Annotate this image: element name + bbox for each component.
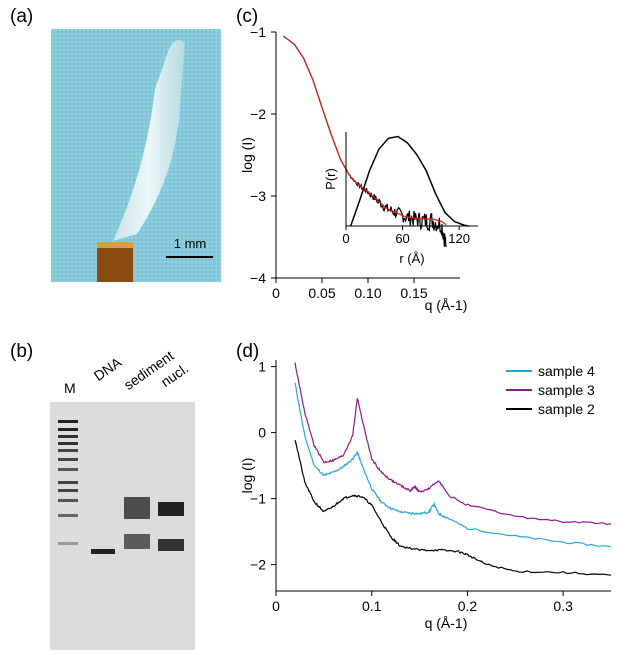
- inset-x-tick-label: 60: [395, 231, 409, 246]
- marker-band: [58, 514, 78, 517]
- gel-drawing: [50, 402, 195, 650]
- d-y-tick-label: −2: [250, 557, 266, 573]
- sediment-band-upper: [124, 497, 150, 519]
- capillary-holder: [97, 244, 133, 282]
- dna-band: [91, 549, 115, 554]
- c-y-axis-label: log (I): [239, 137, 255, 173]
- marker-band: [58, 468, 78, 471]
- d-y-axis-label: log (I): [239, 458, 255, 494]
- mesh-background: [51, 29, 221, 282]
- c-x-tick-label: 0: [272, 285, 280, 301]
- d-x-tick-label: 0.1: [362, 598, 382, 614]
- marker-band: [58, 489, 78, 492]
- d-series-line-sample-2: [294, 439, 612, 576]
- c-x-tick-label: 0.05: [308, 285, 335, 301]
- nucl-band-lower: [158, 539, 184, 551]
- sample-photo: 1 mm: [51, 29, 221, 282]
- marker-band: [58, 499, 78, 502]
- d-y-tick-label: −1: [250, 491, 266, 507]
- c-y-tick-label: −3: [250, 188, 266, 204]
- capillary: [113, 40, 185, 241]
- d-y-tick-label: 0: [258, 425, 266, 441]
- marker-band: [58, 481, 78, 484]
- inset-x-tick-label: 120: [448, 231, 470, 246]
- inset-x-axis-label: r (Å): [399, 251, 424, 266]
- inset-x-tick-label: 0: [342, 231, 349, 246]
- inset-pr-line: [349, 135, 469, 227]
- panel-label-d: (d): [236, 341, 260, 362]
- d-series-line-sample-3: [294, 362, 612, 526]
- c-y-tick-label: −4: [250, 270, 266, 286]
- d-y-tick-label: 1: [258, 359, 266, 375]
- marker-band: [58, 420, 78, 423]
- c-data-line: [283, 35, 447, 247]
- marker-band: [58, 428, 78, 431]
- legend-label: sample 4: [538, 363, 595, 379]
- gel-background: [50, 402, 195, 650]
- sample-photo-drawing: 1 mm: [51, 29, 221, 282]
- nucl-band-upper: [158, 502, 184, 516]
- panel-label-b: (b): [10, 341, 34, 362]
- marker-lane: [58, 420, 78, 545]
- d-x-tick-label: 0.2: [458, 598, 478, 614]
- gel-image: [50, 402, 220, 650]
- marker-band: [58, 435, 78, 438]
- inset-y-axis-label: P(r): [323, 168, 338, 190]
- marker-band: [58, 442, 78, 445]
- marker-band: [58, 542, 78, 545]
- marker-band: [58, 458, 78, 461]
- sediment-band-lower: [124, 534, 150, 549]
- holder-rim: [97, 242, 133, 248]
- panel-label-c: (c): [236, 6, 259, 27]
- lane-label-m: M: [64, 380, 76, 396]
- d-x-tick-label: 0.3: [553, 598, 573, 614]
- c-fit-line: [283, 35, 447, 226]
- d-series-line-sample-4: [294, 382, 612, 548]
- scale-bar-label: 1 mm: [174, 236, 207, 251]
- panel-label-a: (a): [10, 6, 34, 27]
- c-y-tick-label: −2: [250, 106, 266, 122]
- legend-label: sample 3: [538, 382, 595, 398]
- d-x-tick-label: 0: [272, 598, 280, 614]
- lane-label-dna: DNA: [90, 353, 125, 384]
- marker-band: [58, 449, 78, 452]
- c-x-tick-label: 0.10: [354, 285, 381, 301]
- c-x-axis-label: q (Å-1): [425, 297, 468, 313]
- legend-label: sample 2: [538, 401, 595, 417]
- c-x-tick-label: 0.15: [400, 285, 427, 301]
- d-x-axis-label: q (Å-1): [425, 615, 468, 631]
